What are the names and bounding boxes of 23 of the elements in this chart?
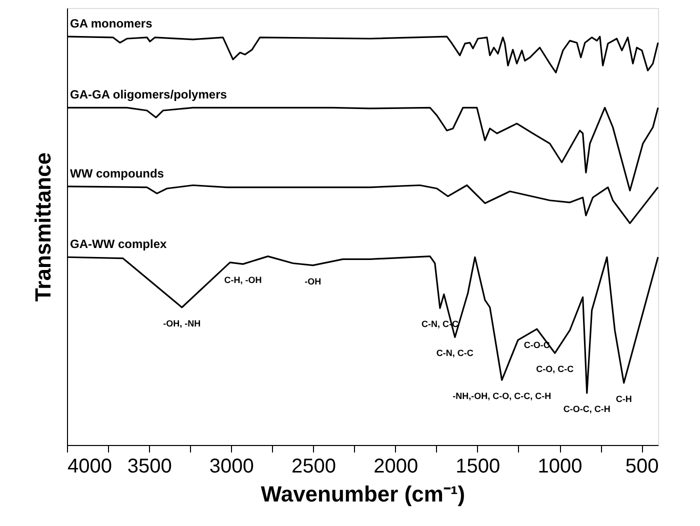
x-axis-title: Wavenumber (cm⁻¹) (260, 482, 466, 506)
annotation: C-O-C (524, 340, 550, 350)
x-tick-label: 2500 (292, 456, 336, 478)
series-label: GA-WW complex (70, 237, 167, 252)
series-label: GA monomers (70, 16, 153, 31)
series-label: WW compounds (70, 166, 164, 180)
x-tick-label: 3000 (209, 456, 254, 478)
annotation: -OH, -NH (163, 318, 201, 328)
x-tick-label: 1000 (538, 456, 582, 478)
x-tick-label: 2000 (374, 456, 418, 478)
annotation: C-H, -OH (224, 275, 262, 286)
annotation: C-O-C, C-H (563, 404, 610, 414)
annotation: C-N, C-C (436, 348, 474, 358)
x-tick-label: 4000 (68, 456, 112, 478)
annotation: C-O, C-C (536, 364, 574, 374)
annotation: -OH (304, 276, 322, 286)
series-label: GA-GA oligomers/polymers (70, 88, 228, 102)
annotation: C-H (616, 394, 632, 404)
x-tick-label: 3500 (127, 456, 172, 478)
x-tick-label: 1500 (456, 456, 500, 478)
x-tick-label: 500 (625, 456, 659, 478)
annotation: -NH,-OH, C-O, C-C, C-H (452, 391, 552, 402)
y-axis-title: Transmittance (30, 152, 56, 302)
